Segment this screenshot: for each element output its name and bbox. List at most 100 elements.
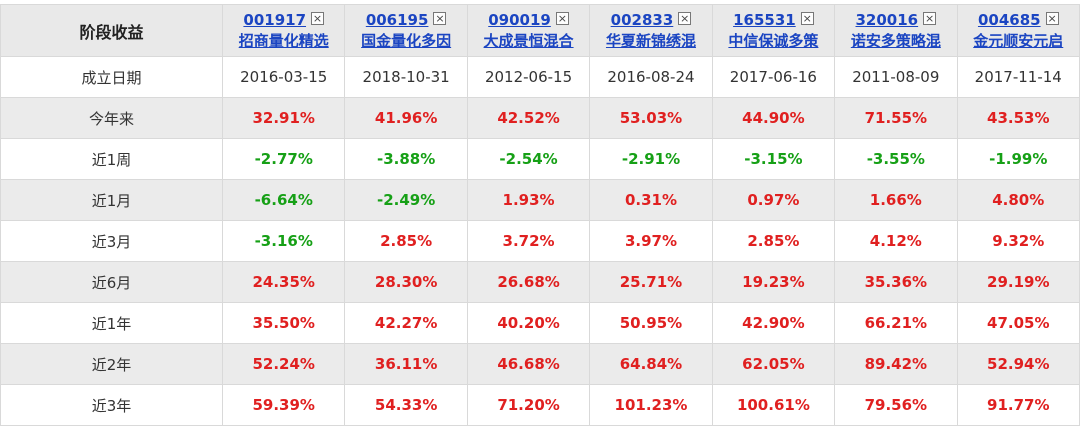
return-value: 42.27% — [344, 302, 468, 344]
table-row: 今年来 32.91% 41.96% 42.52% 53.03% 44.90% 7… — [0, 97, 1080, 139]
fund-name-link[interactable]: 国金量化多因 — [361, 32, 452, 50]
remove-fund-icon[interactable]: × — [1045, 12, 1059, 25]
return-value: 25.71% — [589, 261, 713, 303]
return-value: 64.84% — [589, 343, 713, 385]
return-value: 52.94% — [956, 343, 1080, 385]
fund-name-link[interactable]: 大成景恒混合 — [483, 32, 574, 50]
header-row: 阶段收益 001917 × 招商量化精选 006195 × 国金量化多因 090… — [0, 4, 1080, 57]
return-value: 52.24% — [221, 343, 346, 385]
inception-date: 2016-08-24 — [589, 56, 713, 98]
return-value: 40.20% — [466, 302, 591, 344]
fund-header: 090019 × 大成景恒混合 — [466, 4, 591, 57]
fund-comparison-table: 阶段收益 001917 × 招商量化精选 006195 × 国金量化多因 090… — [0, 4, 1080, 426]
return-value: -6.64% — [221, 179, 346, 221]
fund-code-link[interactable]: 002833 — [610, 11, 674, 29]
return-value: 53.03% — [589, 97, 713, 139]
row-label: 近6月 — [0, 261, 223, 303]
fund-name-link[interactable]: 诺安多策略混 — [850, 32, 941, 50]
return-value: -3.16% — [221, 220, 346, 262]
table-row: 近1周 -2.77% -3.88% -2.54% -2.91% -3.15% -… — [0, 138, 1080, 180]
return-value: -3.15% — [711, 138, 836, 180]
row-label: 成立日期 — [0, 56, 223, 98]
return-value: 3.97% — [589, 220, 713, 262]
remove-fund-icon[interactable]: × — [678, 12, 692, 25]
fund-code-link[interactable]: 006195 — [365, 11, 429, 29]
row-label: 近1周 — [0, 138, 223, 180]
fund-header: 165531 × 中信保诚多策 — [711, 4, 836, 57]
return-value: 4.12% — [834, 220, 958, 262]
remove-fund-icon[interactable]: × — [433, 12, 447, 25]
fund-header: 006195 × 国金量化多因 — [344, 4, 468, 57]
return-value: 2.85% — [344, 220, 468, 262]
return-value: 9.32% — [956, 220, 1080, 262]
return-value: 43.53% — [956, 97, 1080, 139]
return-value: 62.05% — [711, 343, 836, 385]
return-value: 35.36% — [834, 261, 958, 303]
return-value: 4.80% — [956, 179, 1080, 221]
return-value: 54.33% — [344, 384, 468, 426]
fund-header: 001917 × 招商量化精选 — [221, 4, 346, 57]
fund-name-link[interactable]: 金元顺安元启 — [973, 32, 1064, 50]
row-label: 近1月 — [0, 179, 223, 221]
return-value: -2.49% — [344, 179, 468, 221]
table-row: 近6月 24.35% 28.30% 26.68% 25.71% 19.23% 3… — [0, 261, 1080, 303]
row-label: 近3月 — [0, 220, 223, 262]
return-value: 1.66% — [834, 179, 958, 221]
return-value: 0.97% — [711, 179, 836, 221]
table-row: 近3月 -3.16% 2.85% 3.72% 3.97% 2.85% 4.12%… — [0, 220, 1080, 262]
remove-fund-icon[interactable]: × — [555, 12, 569, 25]
fund-header: 004685 × 金元顺安元启 — [956, 4, 1080, 57]
return-value: 1.93% — [466, 179, 591, 221]
fund-code-link[interactable]: 320016 — [855, 11, 919, 29]
inception-date: 2016-03-15 — [221, 56, 346, 98]
fund-code-link[interactable]: 001917 — [243, 11, 307, 29]
return-value: -3.88% — [344, 138, 468, 180]
return-value: 101.23% — [589, 384, 713, 426]
return-value: 66.21% — [834, 302, 958, 344]
remove-fund-icon[interactable]: × — [923, 12, 937, 25]
fund-name-link[interactable]: 招商量化精选 — [238, 32, 329, 50]
fund-header: 002833 × 华夏新锦绣混 — [589, 4, 713, 57]
return-value: 47.05% — [956, 302, 1080, 344]
corner-header: 阶段收益 — [0, 4, 223, 57]
table-row: 近1年 35.50% 42.27% 40.20% 50.95% 42.90% 6… — [0, 302, 1080, 344]
fund-name-link[interactable]: 华夏新锦绣混 — [605, 32, 696, 50]
return-value: 2.85% — [711, 220, 836, 262]
inception-date: 2012-06-15 — [466, 56, 591, 98]
row-label: 近3年 — [0, 384, 223, 426]
return-value: -2.77% — [221, 138, 346, 180]
return-value: 19.23% — [711, 261, 836, 303]
row-label: 今年来 — [0, 97, 223, 139]
return-value: 24.35% — [221, 261, 346, 303]
return-value: 89.42% — [834, 343, 958, 385]
remove-fund-icon[interactable]: × — [311, 12, 325, 25]
fund-name-link[interactable]: 中信保诚多策 — [728, 32, 819, 50]
row-label: 近2年 — [0, 343, 223, 385]
return-value: 79.56% — [834, 384, 958, 426]
return-value: 50.95% — [589, 302, 713, 344]
return-value: 35.50% — [221, 302, 346, 344]
fund-code-link[interactable]: 090019 — [488, 11, 551, 29]
return-value: 0.31% — [589, 179, 713, 221]
return-value: 36.11% — [344, 343, 468, 385]
return-value: 42.52% — [466, 97, 591, 139]
inception-date: 2017-06-16 — [711, 56, 836, 98]
return-value: 59.39% — [221, 384, 346, 426]
table-row: 成立日期 2016-03-15 2018-10-31 2012-06-15 20… — [0, 56, 1080, 98]
return-value: -1.99% — [956, 138, 1080, 180]
fund-header: 320016 × 诺安多策略混 — [834, 4, 958, 57]
return-value: 41.96% — [344, 97, 468, 139]
return-value: -2.54% — [466, 138, 591, 180]
return-value: 91.77% — [956, 384, 1080, 426]
inception-date: 2011-08-09 — [834, 56, 958, 98]
return-value: 71.20% — [466, 384, 591, 426]
fund-code-link[interactable]: 165531 — [733, 11, 796, 29]
table-row: 近1月 -6.64% -2.49% 1.93% 0.31% 0.97% 1.66… — [0, 179, 1080, 221]
return-value: 32.91% — [221, 97, 346, 139]
return-value: 3.72% — [466, 220, 591, 262]
return-value: 100.61% — [711, 384, 836, 426]
return-value: 28.30% — [344, 261, 468, 303]
return-value: 42.90% — [711, 302, 836, 344]
remove-fund-icon[interactable]: × — [800, 12, 814, 25]
fund-code-link[interactable]: 004685 — [977, 11, 1041, 29]
